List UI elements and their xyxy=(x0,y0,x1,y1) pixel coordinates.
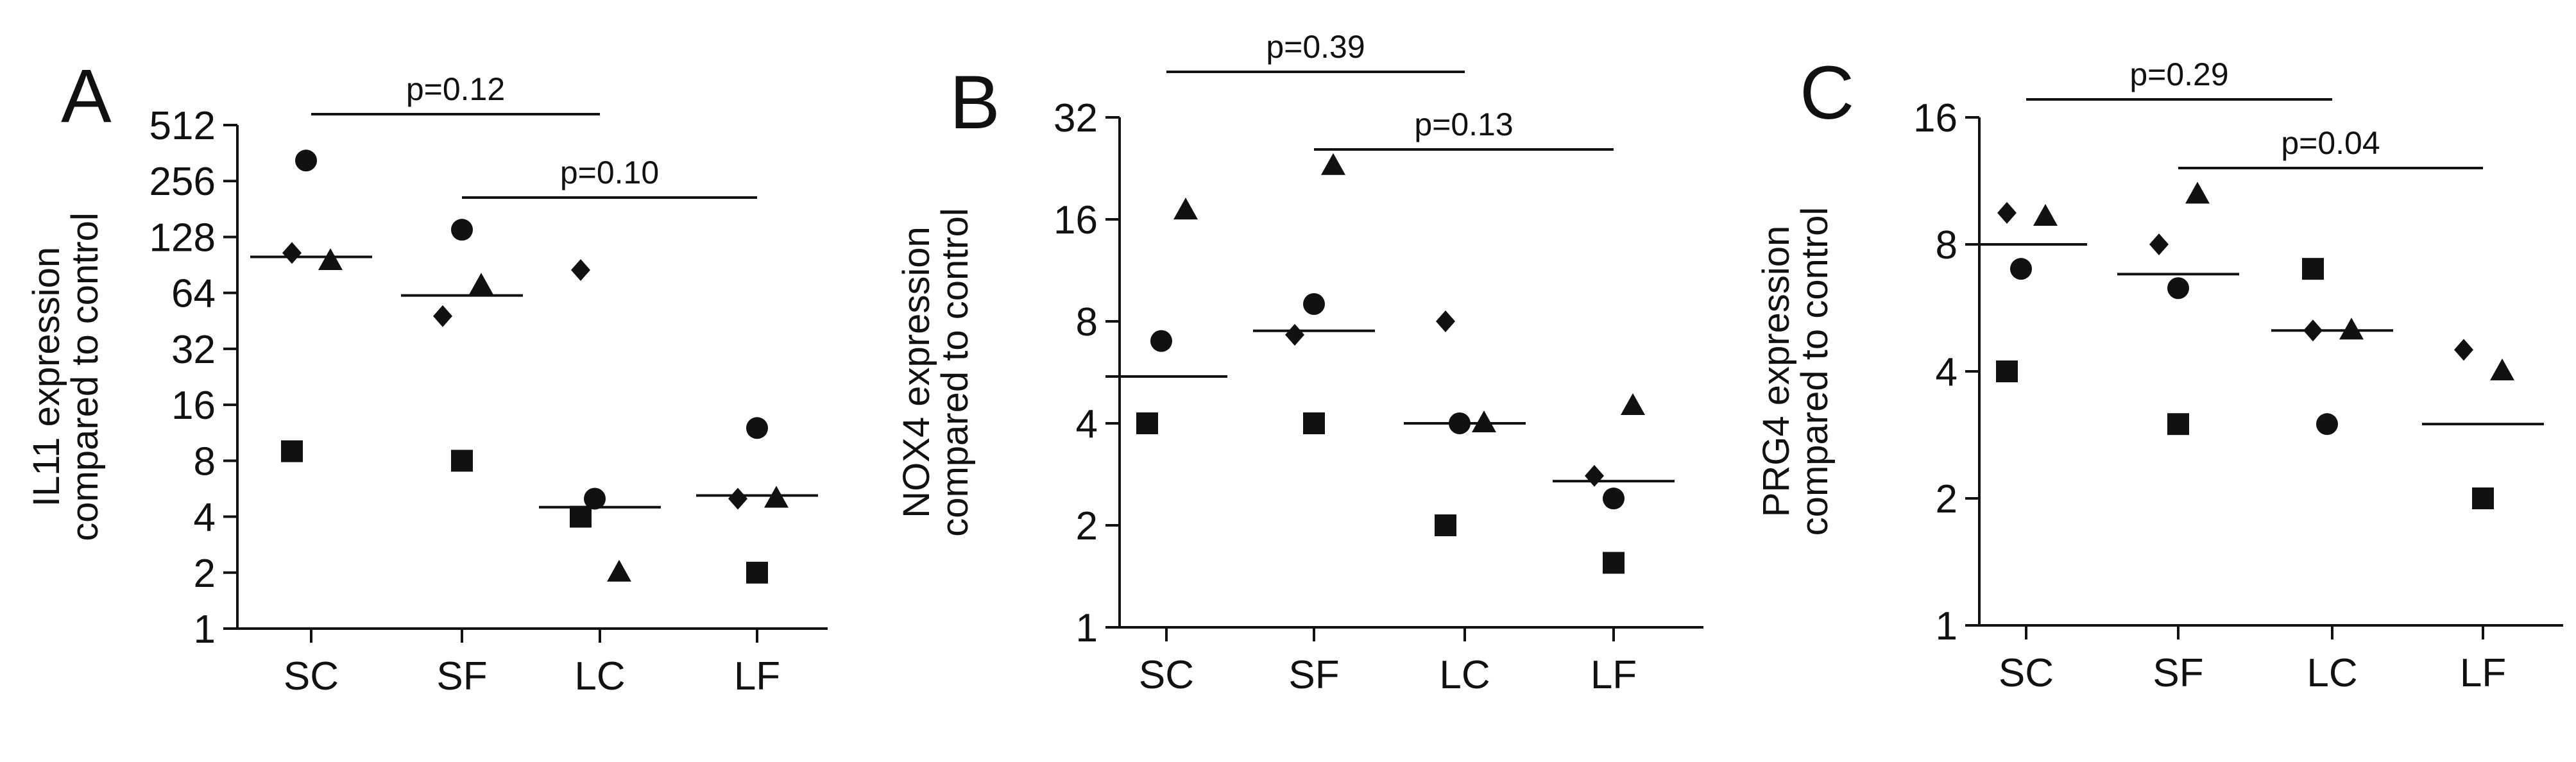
y-tick-label: 256 xyxy=(149,160,216,204)
x-tick-label: LC xyxy=(1439,653,1490,697)
data-point-circle xyxy=(1303,292,1325,315)
y-axis-label-line: compared to control xyxy=(934,208,976,537)
data-point-diamond xyxy=(1436,310,1455,332)
data-point-square xyxy=(1603,552,1625,574)
p-value-label: p=0.39 xyxy=(1266,29,1365,65)
y-tick-label: 16 xyxy=(1053,198,1098,242)
x-tick-label: LF xyxy=(734,654,780,698)
y-tick-label: 8 xyxy=(194,439,216,484)
x-tick-label: LF xyxy=(2460,651,2506,695)
y-tick-label: 16 xyxy=(171,384,216,428)
y-tick-label: 32 xyxy=(1053,96,1098,140)
data-point-triangle xyxy=(764,486,789,508)
data-point-square xyxy=(1303,412,1325,434)
data-point-square xyxy=(2472,487,2494,509)
data-point-square xyxy=(2167,413,2189,436)
data-point-circle xyxy=(295,149,317,172)
y-axis-label-line: compared to control xyxy=(64,212,106,541)
data-point-square xyxy=(451,450,473,472)
y-axis-label-line: NOX4 expression xyxy=(896,226,937,518)
data-point-diamond xyxy=(728,487,747,510)
x-tick-label: SF xyxy=(1288,653,1339,697)
y-tick-label: 512 xyxy=(149,104,216,148)
data-point-square xyxy=(1996,360,2018,382)
data-point-circle xyxy=(451,219,473,241)
x-tick-label: SC xyxy=(1999,651,2054,695)
x-tick-label: SC xyxy=(284,654,339,698)
data-point-diamond xyxy=(2454,339,2473,361)
data-point-square xyxy=(570,505,592,528)
y-tick-label: 1 xyxy=(1076,606,1098,650)
p-value-label: p=0.04 xyxy=(2281,125,2380,161)
x-tick-label: LF xyxy=(1591,653,1637,697)
panel-letter: C xyxy=(1800,51,1854,135)
data-point-circle xyxy=(2316,413,2338,436)
panel-letter: A xyxy=(61,54,112,139)
data-point-circle xyxy=(2010,258,2032,280)
data-point-square xyxy=(281,440,303,462)
data-point-triangle xyxy=(2490,359,2514,380)
data-point-triangle xyxy=(2339,318,2364,340)
x-tick-label: SF xyxy=(2153,651,2203,695)
data-point-diamond xyxy=(1997,201,2017,224)
y-tick-label: 128 xyxy=(149,216,216,260)
data-point-square xyxy=(746,561,768,584)
y-tick-label: 16 xyxy=(1913,96,1958,140)
data-point-circle xyxy=(2167,277,2189,300)
data-point-square xyxy=(1435,514,1456,536)
y-tick-label: 4 xyxy=(1076,402,1098,446)
data-point-triangle xyxy=(1621,393,1645,415)
y-tick-label: 1 xyxy=(1936,604,1958,648)
y-tick-label: 2 xyxy=(194,552,216,596)
y-tick-label: 4 xyxy=(194,496,216,540)
data-point-diamond xyxy=(1585,464,1604,487)
data-point-triangle xyxy=(318,248,343,270)
data-point-square xyxy=(1136,412,1158,434)
y-tick-label: 64 xyxy=(171,272,216,316)
y-axis-label-line: IL11 expression xyxy=(26,247,67,507)
y-axis-label-line: compared to control xyxy=(1794,207,1836,536)
panel-letter: B xyxy=(950,60,1000,145)
data-point-triangle xyxy=(1472,411,1496,432)
data-point-triangle xyxy=(2185,182,2210,204)
data-point-circle xyxy=(1603,487,1625,510)
p-value-label: p=0.10 xyxy=(560,155,659,190)
data-point-triangle xyxy=(607,559,631,582)
data-point-diamond xyxy=(2303,319,2323,342)
data-point-triangle xyxy=(2033,203,2058,226)
data-point-square xyxy=(2302,258,2324,280)
data-point-triangle xyxy=(469,273,493,295)
p-value-label: p=0.29 xyxy=(2129,56,2228,92)
p-value-label: p=0.13 xyxy=(1414,106,1513,142)
x-tick-label: LC xyxy=(574,654,625,698)
data-point-diamond xyxy=(433,305,452,327)
y-tick-label: 8 xyxy=(1936,223,1958,267)
x-tick-label: LC xyxy=(2307,651,2357,695)
data-point-circle xyxy=(1150,330,1172,352)
data-point-triangle xyxy=(1321,153,1345,175)
y-tick-label: 2 xyxy=(1076,504,1098,548)
y-axis-label-line: PRG4 expression xyxy=(1755,226,1797,518)
data-point-triangle xyxy=(1173,198,1198,220)
x-tick-label: SF xyxy=(436,654,487,698)
y-tick-label: 2 xyxy=(1936,477,1958,521)
data-point-circle xyxy=(746,417,768,439)
y-tick-label: 4 xyxy=(1936,350,1958,394)
x-tick-label: SC xyxy=(1139,653,1194,697)
data-point-circle xyxy=(584,487,606,510)
y-tick-label: 8 xyxy=(1076,300,1098,344)
data-point-diamond xyxy=(571,258,590,281)
data-point-diamond xyxy=(282,242,302,264)
y-tick-label: 32 xyxy=(171,328,216,372)
data-point-diamond xyxy=(1285,324,1304,346)
p-value-label: p=0.12 xyxy=(406,71,505,107)
y-tick-label: 1 xyxy=(194,607,216,652)
data-point-circle xyxy=(1449,412,1471,434)
data-point-diamond xyxy=(2149,233,2169,255)
